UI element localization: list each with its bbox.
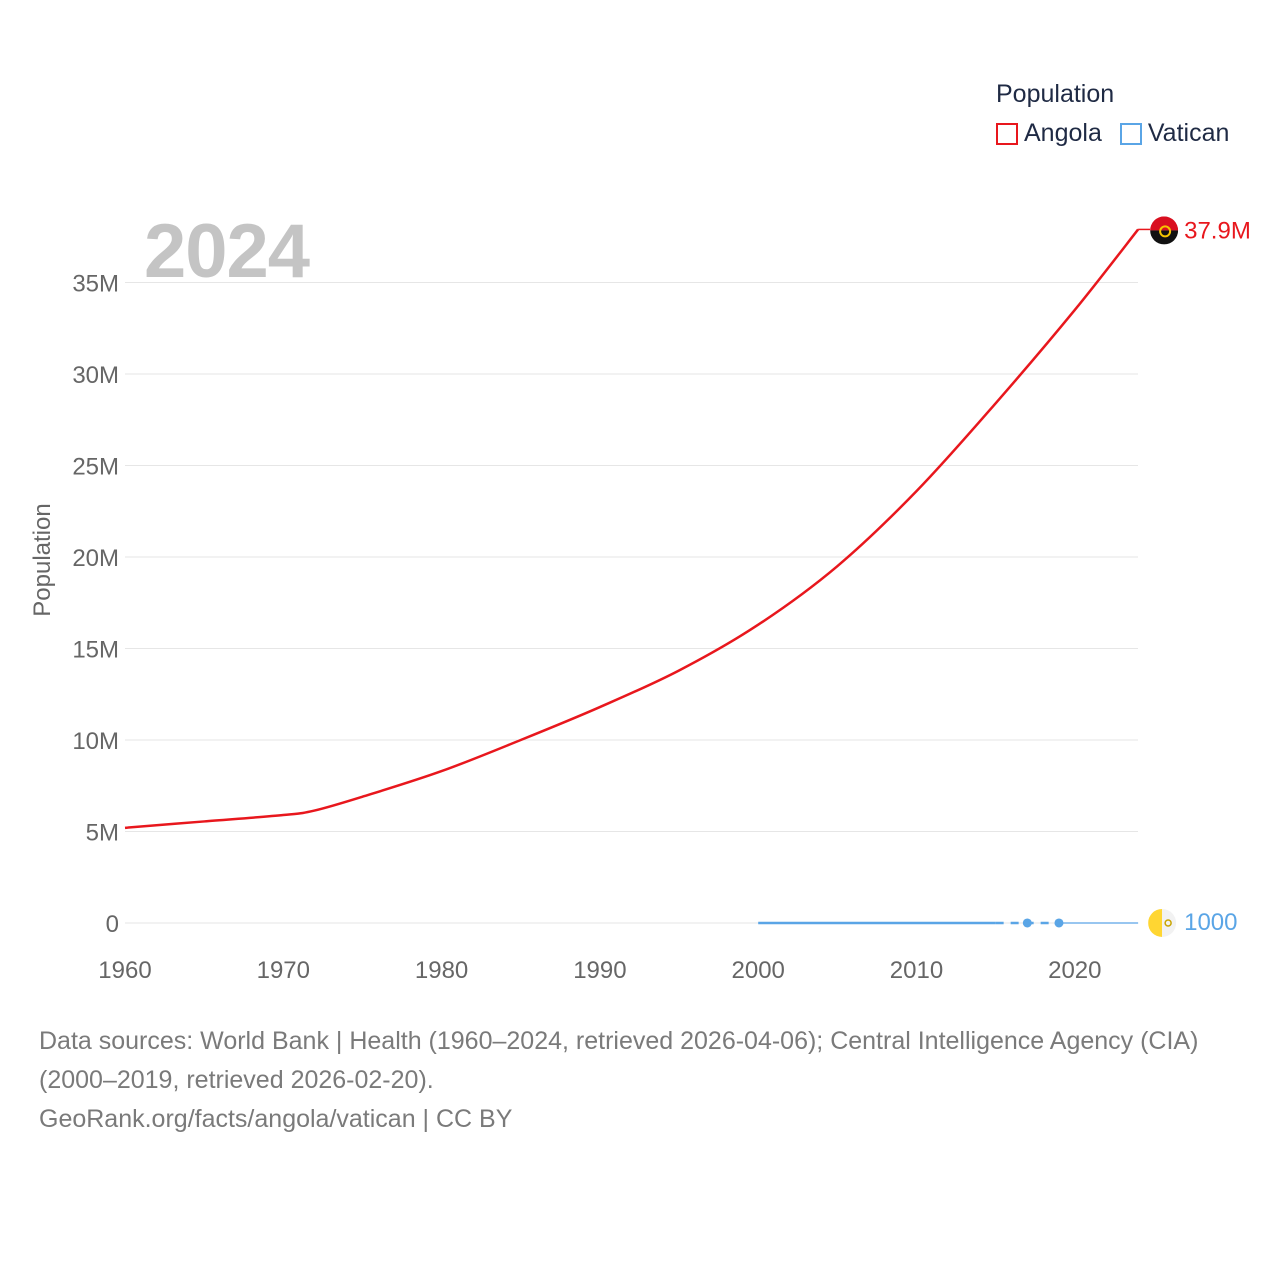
vatican-flag-emblem <box>1164 919 1172 927</box>
legend-item-vatican[interactable]: Vatican <box>1119 119 1230 148</box>
x-tick-label: 2010 <box>890 957 943 984</box>
end-markers: 37.9M 1000 <box>1138 216 1251 937</box>
legend-swatch-angola <box>996 122 1018 145</box>
x-tick-label: 2020 <box>1048 957 1101 984</box>
angola-flag-black <box>1150 230 1179 245</box>
year-label: 2024 <box>144 209 310 294</box>
series-line-angola <box>124 228 1140 830</box>
data-sources: Data sources: World Bank | Health (1960–… <box>39 1027 1199 1094</box>
x-tick-label: 1990 <box>573 957 626 984</box>
gridlines <box>125 282 1138 924</box>
x-tick-label: 1980 <box>415 957 468 984</box>
y-tick-label: 15M <box>72 637 119 664</box>
y-tick-label: 25M <box>72 454 119 481</box>
legend-title: Population <box>996 80 1115 108</box>
y-tick-label: 30M <box>72 362 119 389</box>
x-tick-label: 1960 <box>98 957 151 984</box>
y-tick-label: 0 <box>106 911 119 938</box>
angola-flag-red <box>1150 216 1179 231</box>
angola-flag-emblem <box>1159 225 1172 238</box>
vatican-data-point <box>1022 918 1032 928</box>
x-tick-label: 2000 <box>732 957 785 984</box>
vatican-flag-white <box>1162 908 1177 937</box>
angola-end-label: 37.9M <box>1184 217 1251 244</box>
vatican-data-point <box>1054 918 1064 928</box>
vatican-flag-icon <box>1148 908 1177 937</box>
x-axis-ticks: 1960 1970 1980 1990 2000 2010 2020 <box>98 957 1101 984</box>
legend: Population Angola Vatican <box>996 80 1229 148</box>
angola-flag-icon <box>1150 216 1179 245</box>
y-axis-title: Population <box>29 503 56 616</box>
x-tick-label: 1970 <box>257 957 310 984</box>
y-tick-label: 10M <box>72 728 119 755</box>
legend-label-angola: Angola <box>1024 119 1102 147</box>
y-tick-label: 5M <box>86 820 119 847</box>
y-tick-label: 20M <box>72 545 119 572</box>
y-axis-ticks: 0 5M 10M 15M 20M 25M 30M 35M <box>72 271 119 939</box>
legend-item-angola[interactable]: Angola <box>996 119 1102 148</box>
footer: Data sources: World Bank | Health (1960–… <box>39 1022 1249 1139</box>
y-tick-label: 35M <box>72 271 119 298</box>
legend-swatch-vatican <box>1119 122 1142 145</box>
vatican-flag-yellow <box>1148 908 1163 937</box>
series <box>124 228 1140 928</box>
legend-label-vatican: Vatican <box>1147 119 1230 147</box>
credit-link[interactable]: GeoRank.org/facts/angola/vatican | CC BY <box>39 1105 513 1133</box>
vatican-end-label: 1000 <box>1184 909 1237 936</box>
